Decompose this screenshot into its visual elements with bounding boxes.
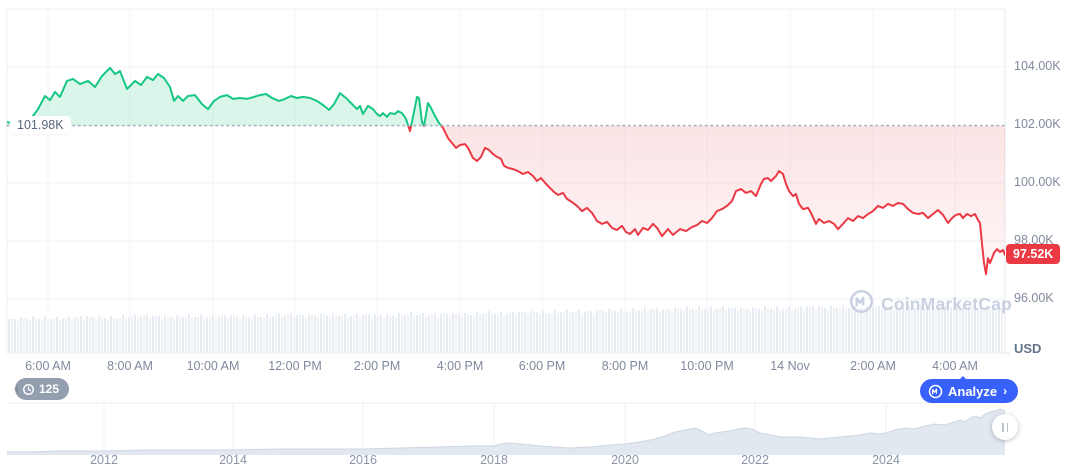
year-label: 2014 (219, 453, 247, 467)
watermark: CoinMarketCap (849, 289, 1012, 319)
drag-handle-icon (1001, 422, 1004, 432)
chevron-right-icon: › (1003, 384, 1008, 398)
minimap-handle[interactable] (992, 414, 1018, 440)
x-axis-tick: 8:00 AM (107, 359, 153, 373)
x-axis-tick: 2:00 PM (353, 359, 401, 373)
watermark-text: CoinMarketCap (881, 293, 1012, 314)
analyze-button-label: Analyze (948, 383, 998, 399)
x-axis-tick: 6:00 PM (518, 359, 566, 373)
y-axis-tick: 98.00K (1014, 233, 1054, 247)
clock-icon (22, 383, 35, 396)
y-axis-tick: 100.00K (1014, 175, 1061, 189)
open-price-label: 101.98K (10, 116, 71, 134)
x-axis-tick: 14 Nov (770, 359, 810, 373)
current-price-badge: 97.52K (1006, 244, 1061, 264)
year-label: 2022 (741, 453, 769, 467)
x-axis-tick: 10:00 AM (186, 359, 240, 373)
year-label: 2024 (872, 453, 900, 467)
coinmarketcap-logo-icon (849, 289, 874, 319)
year-label: 2020 (611, 453, 639, 467)
x-axis-tick: 4:00 AM (932, 359, 978, 373)
year-label: 2016 (349, 453, 377, 467)
year-label: 2018 (480, 453, 508, 467)
year-label: 2012 (90, 453, 118, 467)
x-axis-tick: 4:00 PM (436, 359, 484, 373)
x-axis-tick: 2:00 AM (850, 359, 896, 373)
x-axis-tick: 6:00 AM (25, 359, 71, 373)
analyze-button[interactable]: Analyze › (920, 376, 1019, 403)
y-axis-tick: 96.00K (1014, 291, 1054, 305)
y-axis-tick: 104.00K (1014, 59, 1061, 73)
coinmarketcap-logo-icon (928, 384, 943, 399)
x-axis-tick: 12:00 PM (268, 359, 322, 373)
drag-handle-icon (1006, 422, 1009, 432)
y-axis-tick: 102.00K (1014, 117, 1061, 131)
history-count-badge[interactable]: 125 (13, 378, 70, 400)
x-axis-tick: 10:00 PM (680, 359, 734, 373)
history-count-value: 125 (39, 382, 60, 396)
currency-unit-label: USD (1014, 341, 1042, 356)
x-axis-tick: 8:00 PM (601, 359, 649, 373)
